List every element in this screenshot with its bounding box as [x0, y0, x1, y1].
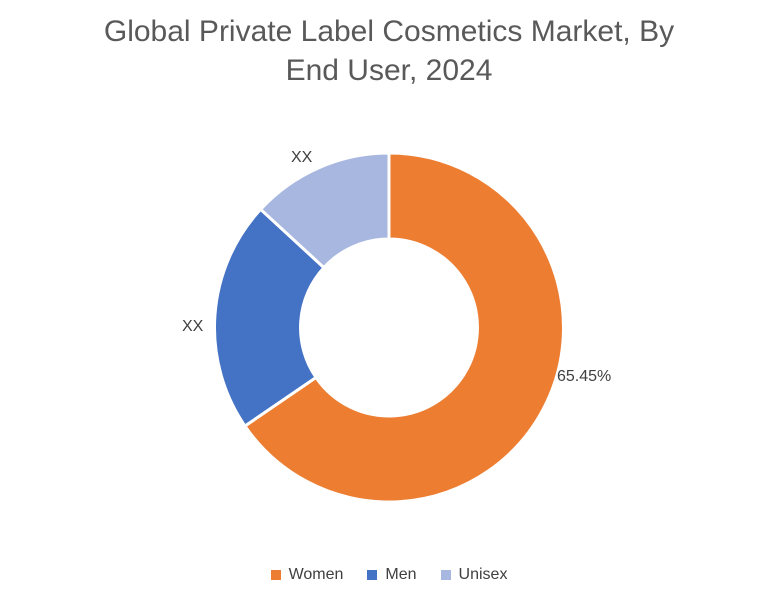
- donut-segment-unisex[interactable]: [258, 151, 391, 270]
- legend-item-men[interactable]: Men: [367, 565, 417, 585]
- data-label-men: XX: [182, 318, 204, 335]
- legend-label-men: Men: [385, 566, 417, 583]
- chart-title: Global Private Label Cosmetics Market, B…: [103, 15, 675, 87]
- donut-segment-women[interactable]: [242, 151, 565, 504]
- legend-swatch-women-icon: [270, 570, 281, 580]
- legend-swatch-unisex-icon: [440, 570, 451, 580]
- legend-item-women[interactable]: Women: [270, 565, 344, 585]
- legend-label-unisex: Unisex: [458, 566, 508, 583]
- legend-label-women: Women: [288, 566, 344, 583]
- data-label-unisex: XX: [291, 149, 313, 166]
- legend: Women Men Unisex: [0, 565, 778, 585]
- donut-segment-men[interactable]: [213, 207, 327, 429]
- data-label-women: 65.45%: [557, 368, 612, 385]
- legend-swatch-men-icon: [367, 570, 378, 580]
- legend-item-unisex[interactable]: Unisex: [440, 565, 508, 585]
